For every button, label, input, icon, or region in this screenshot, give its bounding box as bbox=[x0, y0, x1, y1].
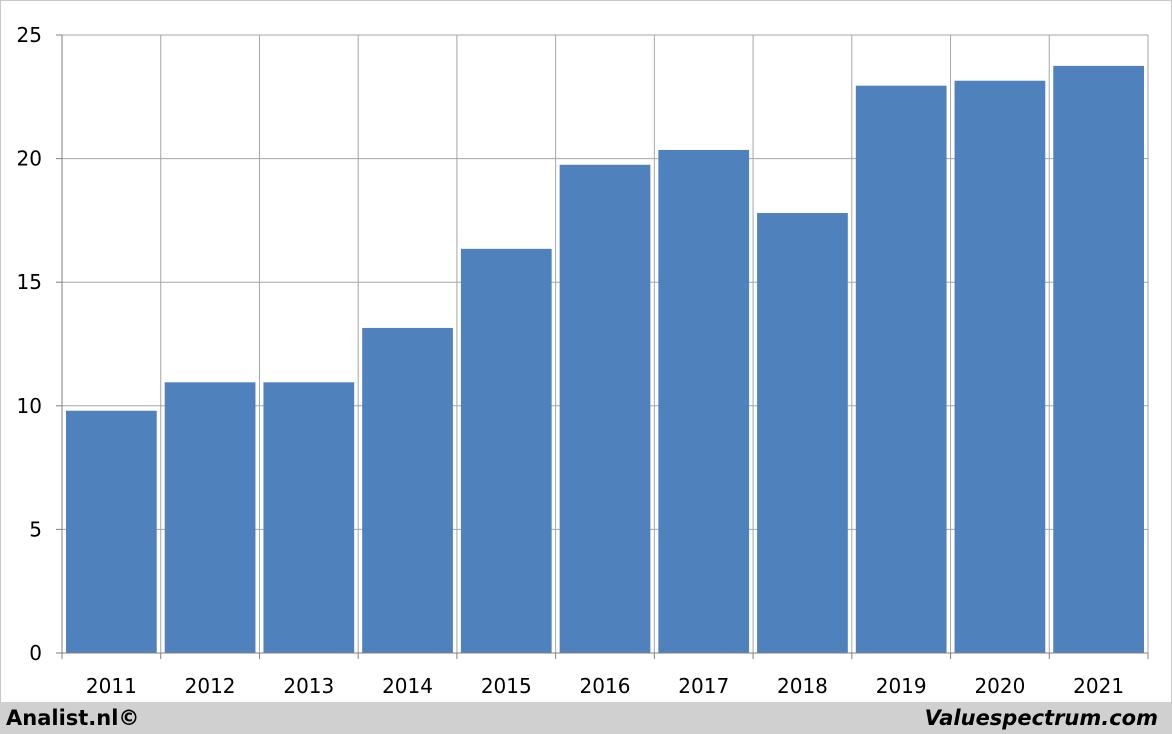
x-tick-label: 2017 bbox=[678, 674, 729, 698]
bar-chart: 0 5 10 15 20 25 2011 2012 2013 2014 2015 2016 2017 20… bbox=[17, 23, 1149, 698]
y-tick-label: 25 bbox=[17, 23, 42, 47]
footer-site-label: Valuespectrum.com bbox=[924, 706, 1158, 730]
x-tick-label: 2011 bbox=[86, 674, 137, 698]
x-tick-label: 2014 bbox=[382, 674, 433, 698]
x-tick-label: 2020 bbox=[974, 674, 1025, 698]
y-tick-label: 20 bbox=[17, 147, 42, 171]
x-tick-label: 2012 bbox=[185, 674, 236, 698]
x-tick-label: 2021 bbox=[1073, 674, 1124, 698]
bar bbox=[164, 382, 256, 653]
x-tick-label: 2016 bbox=[580, 674, 631, 698]
y-tick-label: 10 bbox=[17, 394, 42, 418]
footer-source-label: Analist.nl© bbox=[6, 706, 140, 730]
bar bbox=[66, 410, 157, 653]
bar bbox=[658, 149, 750, 653]
bar bbox=[559, 164, 651, 653]
bar bbox=[1053, 65, 1144, 653]
x-tick-label: 2019 bbox=[876, 674, 927, 698]
y-tick-label: 15 bbox=[17, 270, 42, 294]
bar bbox=[954, 80, 1046, 654]
x-tick-label: 2013 bbox=[283, 674, 334, 698]
y-tick-label: 5 bbox=[29, 517, 42, 541]
bar bbox=[460, 248, 552, 653]
footer-bar bbox=[0, 702, 1172, 734]
bar bbox=[362, 327, 453, 653]
bar bbox=[263, 382, 355, 653]
x-tick-label: 2018 bbox=[777, 674, 828, 698]
x-tick-label: 2015 bbox=[481, 674, 532, 698]
bar bbox=[855, 85, 947, 653]
y-tick-label: 0 bbox=[29, 641, 42, 665]
bar bbox=[757, 212, 848, 653]
